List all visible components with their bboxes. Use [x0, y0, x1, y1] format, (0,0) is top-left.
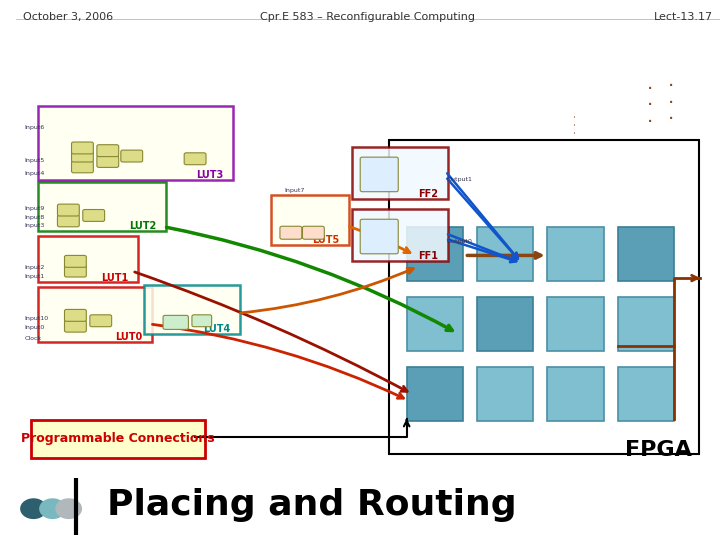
Text: .: .: [647, 74, 653, 93]
FancyBboxPatch shape: [360, 157, 398, 192]
Bar: [547, 367, 604, 421]
Text: FPGA: FPGA: [625, 440, 692, 460]
FancyBboxPatch shape: [389, 140, 699, 454]
FancyBboxPatch shape: [38, 106, 233, 180]
Text: .: .: [667, 104, 674, 123]
Text: Output1: Output1: [447, 177, 473, 182]
FancyBboxPatch shape: [65, 309, 86, 321]
FancyBboxPatch shape: [71, 150, 94, 162]
Text: .: .: [667, 87, 674, 107]
Text: Input3: Input3: [24, 223, 45, 228]
Text: Input0: Input0: [24, 325, 45, 330]
Text: Input8: Input8: [24, 214, 45, 220]
FancyBboxPatch shape: [121, 150, 143, 162]
Circle shape: [56, 499, 81, 518]
FancyBboxPatch shape: [65, 320, 86, 332]
FancyBboxPatch shape: [192, 315, 212, 327]
Bar: [547, 297, 604, 351]
Bar: [618, 297, 674, 351]
Text: LUT2: LUT2: [130, 221, 157, 232]
FancyBboxPatch shape: [83, 210, 104, 221]
Text: Input7: Input7: [285, 187, 305, 193]
Text: Input9: Input9: [24, 206, 45, 211]
Text: Cpr.E 583 – Reconfigurable Computing: Cpr.E 583 – Reconfigurable Computing: [261, 12, 475, 22]
Text: . . .: . . .: [566, 114, 579, 134]
FancyBboxPatch shape: [71, 142, 94, 154]
Bar: [618, 367, 674, 421]
FancyBboxPatch shape: [90, 315, 112, 327]
Text: Input1: Input1: [24, 274, 45, 279]
Bar: [477, 227, 534, 281]
Bar: [547, 227, 604, 281]
FancyBboxPatch shape: [97, 145, 119, 157]
Text: .: .: [647, 106, 653, 126]
Bar: [407, 297, 463, 351]
Text: LUT3: LUT3: [197, 170, 224, 180]
FancyBboxPatch shape: [280, 226, 302, 239]
FancyBboxPatch shape: [184, 153, 206, 165]
Text: FF2: FF2: [418, 189, 438, 199]
Text: LUT1: LUT1: [102, 273, 129, 283]
FancyBboxPatch shape: [144, 285, 240, 334]
FancyBboxPatch shape: [65, 255, 86, 267]
Text: LUT0: LUT0: [115, 332, 143, 342]
Bar: [407, 367, 463, 421]
Text: Programmable Connections: Programmable Connections: [21, 432, 215, 445]
FancyBboxPatch shape: [58, 204, 79, 216]
Circle shape: [40, 499, 66, 518]
FancyBboxPatch shape: [352, 209, 448, 261]
Text: Output0: Output0: [447, 239, 473, 244]
Bar: [477, 297, 534, 351]
FancyBboxPatch shape: [38, 287, 152, 342]
FancyBboxPatch shape: [32, 420, 204, 458]
FancyBboxPatch shape: [58, 215, 79, 227]
Text: Input2: Input2: [24, 265, 45, 271]
Text: Input6: Input6: [24, 125, 45, 131]
FancyBboxPatch shape: [38, 236, 138, 282]
Text: Clock: Clock: [24, 335, 42, 341]
FancyBboxPatch shape: [38, 182, 166, 231]
FancyBboxPatch shape: [71, 161, 94, 173]
FancyBboxPatch shape: [163, 315, 189, 329]
Text: October 3, 2006: October 3, 2006: [23, 12, 113, 22]
Bar: [618, 227, 674, 281]
Text: Input4: Input4: [24, 171, 45, 177]
Text: Placing and Routing: Placing and Routing: [107, 488, 517, 522]
FancyBboxPatch shape: [352, 147, 448, 199]
Bar: [477, 367, 534, 421]
FancyBboxPatch shape: [271, 195, 349, 245]
Bar: [407, 227, 463, 281]
Text: Input10: Input10: [24, 316, 48, 321]
Text: Input5: Input5: [24, 158, 45, 163]
Text: Lect-13.17: Lect-13.17: [654, 12, 713, 22]
FancyBboxPatch shape: [65, 265, 86, 277]
FancyBboxPatch shape: [360, 219, 398, 254]
Text: LUT5: LUT5: [312, 235, 340, 245]
Text: FF1: FF1: [418, 251, 438, 261]
Text: .: .: [647, 90, 653, 110]
Circle shape: [21, 499, 46, 518]
Text: LUT4: LUT4: [204, 324, 230, 334]
Text: .: .: [667, 71, 674, 91]
FancyBboxPatch shape: [97, 156, 119, 167]
FancyBboxPatch shape: [302, 226, 324, 239]
